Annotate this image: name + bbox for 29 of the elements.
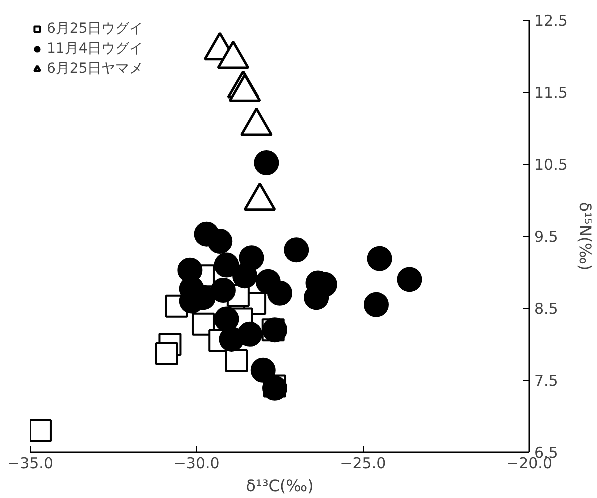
point: [284, 238, 310, 263]
point: [192, 312, 215, 336]
point: [232, 264, 258, 289]
point: [367, 246, 392, 272]
point: [250, 358, 276, 383]
point: [208, 229, 233, 254]
y-tick-label: 8.5: [534, 300, 558, 318]
x-axis-title: δ¹³C(‰): [246, 476, 314, 496]
legend-label: 11月4日ウグイ: [47, 40, 144, 58]
point: [225, 350, 248, 373]
y-tick-label: 12.5: [534, 12, 568, 30]
point: [214, 252, 240, 278]
point: [210, 278, 236, 303]
point: [219, 326, 244, 352]
y-tick-label: 10.5: [534, 156, 568, 174]
x-tick-label: −25.0: [340, 454, 386, 472]
legend-label: 6月25日ヤマメ: [47, 60, 144, 78]
point: [268, 280, 292, 306]
x-tick-label: −30.0: [174, 454, 220, 472]
point: [364, 292, 389, 318]
point: [155, 342, 178, 366]
y-tick-label: 7.5: [534, 372, 558, 390]
point: [254, 150, 280, 176]
y-tick-label: 11.5: [534, 84, 568, 102]
y-tick-label: 9.5: [534, 228, 558, 246]
legend-label: 6月25日ウグイ: [47, 20, 144, 38]
x-tick-label: −35.0: [8, 454, 54, 472]
point: [397, 267, 422, 292]
y-axis-title: δ¹⁵N(‰): [576, 202, 595, 271]
